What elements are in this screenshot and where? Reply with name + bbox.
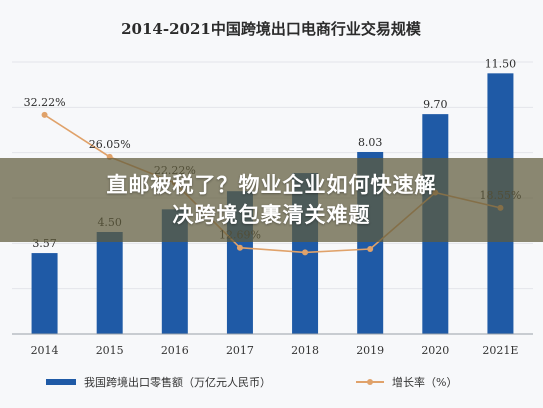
headline-line-2: 决跨境包裹清关难题 — [172, 203, 371, 227]
bar-value-label: 8.03 — [358, 136, 383, 149]
growth-rate-point — [367, 246, 374, 252]
legend-line-dot — [367, 379, 373, 385]
growth-rate-point — [236, 244, 243, 251]
legend-bar-label: 我国跨境出口零售额（万亿元人民币） — [84, 375, 271, 389]
bar-2015 — [96, 232, 123, 334]
x-tick-label: 2018 — [291, 344, 319, 357]
bar-value-label: 9.70 — [423, 98, 448, 111]
growth-rate-point — [302, 249, 309, 256]
growth-rate-label: 26.05% — [89, 138, 131, 151]
legend-bar-swatch — [46, 379, 76, 385]
growth-rate-point — [41, 111, 48, 118]
chart-title: 2014-2021中国跨境出口电商行业交易规模 — [121, 20, 422, 38]
legend-line-label: 增长率（%） — [392, 375, 457, 389]
x-tick-label: 2019 — [356, 344, 384, 357]
legend: 我国跨境出口零售额（万亿元人民币） 增长率（%） — [46, 375, 457, 389]
headline-line-1: 直邮被税了？物业企业如何快速解 — [106, 173, 437, 197]
x-tick-label: 2017 — [226, 344, 254, 357]
x-tick-label: 2015 — [96, 344, 124, 357]
bar-2014 — [31, 253, 58, 334]
article-headline-banner[interactable]: 直邮被税了？物业企业如何快速解 决跨境包裹清关难题 — [0, 158, 543, 242]
bar-value-label: 11.50 — [485, 57, 517, 70]
x-tick-label: 2020 — [421, 344, 449, 357]
x-tick-label: 2016 — [161, 344, 189, 357]
x-tick-label: 2014 — [31, 344, 59, 357]
x-axis: 2014 2015 2016 2017 2018 2019 2020 2021E — [12, 333, 533, 357]
x-tick-label: 2021E — [482, 344, 518, 357]
growth-rate-label: 32.22% — [24, 96, 66, 109]
